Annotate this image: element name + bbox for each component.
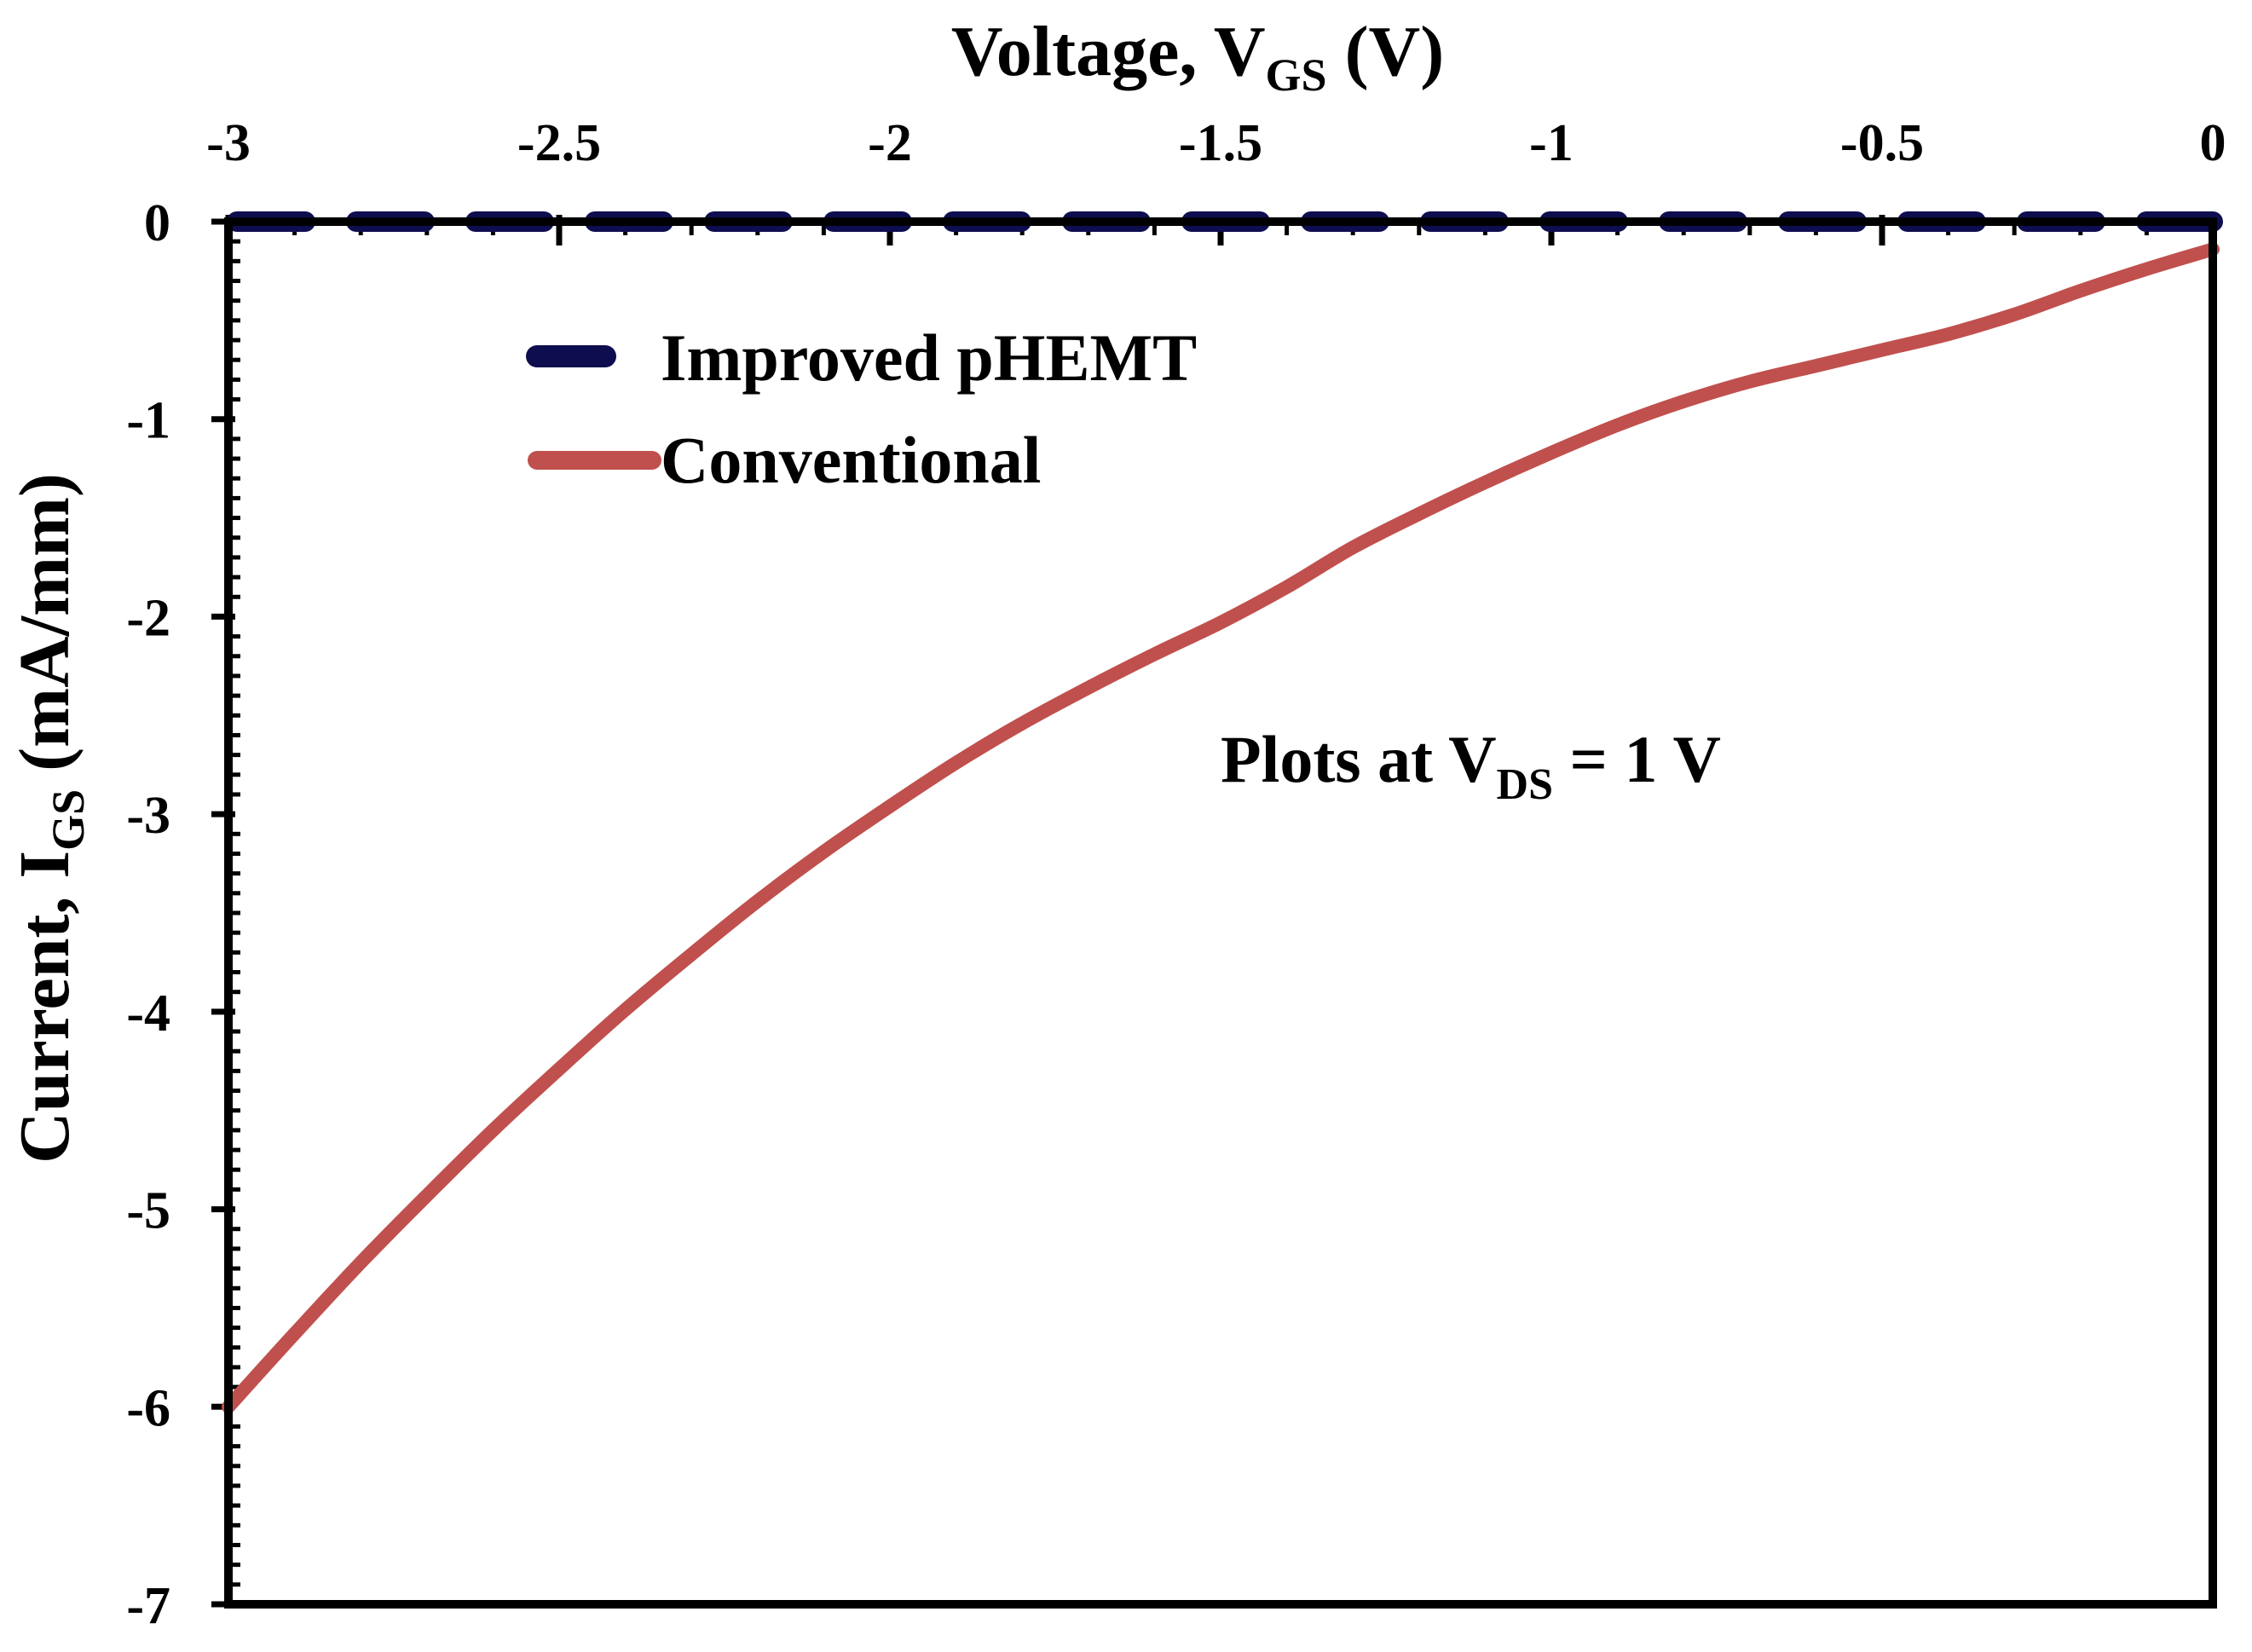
x-tick-label: -2.5 (517, 114, 601, 172)
x-tick-label: -1.5 (1179, 114, 1262, 172)
legend-label-improved-phemt: Improved pHEMT (661, 321, 1197, 395)
x-tick-label: 0 (2200, 114, 2226, 172)
x-tick-label: -2 (868, 114, 912, 172)
legend-label-conventional: Conventional (661, 423, 1041, 497)
y-tick-label: -2 (126, 589, 170, 647)
series-layer (222, 211, 2223, 1414)
legend: Improved pHEMT Conventional (526, 321, 1197, 497)
x-tick-label: -1 (1529, 114, 1574, 172)
x-axis-title: Voltage, VGS (V) (951, 12, 1444, 101)
series-conventional-line (222, 242, 2220, 1414)
y-tick-label: -1 (126, 392, 170, 450)
annotation-vds: Plots at VDS = 1 V (1221, 722, 1721, 809)
y-tick-label: -7 (126, 1577, 170, 1635)
y-tick-label: 0 (144, 194, 170, 252)
labels-layer: -3 -2.5 -2 -1.5 -1 -0.5 0 0 -1 -2 -3 -4 -5 -6 -7 (126, 114, 2226, 1635)
x-tick-label: -3 (206, 114, 251, 172)
ticks-layer (211, 215, 2216, 1608)
y-tick-label: -3 (126, 787, 170, 845)
y-tick-label: -5 (126, 1182, 170, 1240)
y-tick-label: -6 (126, 1379, 170, 1437)
x-tick-label: -0.5 (1840, 114, 1924, 172)
y-axis-title: Current, IGS (mA/mm) (5, 473, 94, 1164)
y-tick-label: -4 (126, 985, 170, 1043)
plot-frame (224, 217, 2217, 1609)
